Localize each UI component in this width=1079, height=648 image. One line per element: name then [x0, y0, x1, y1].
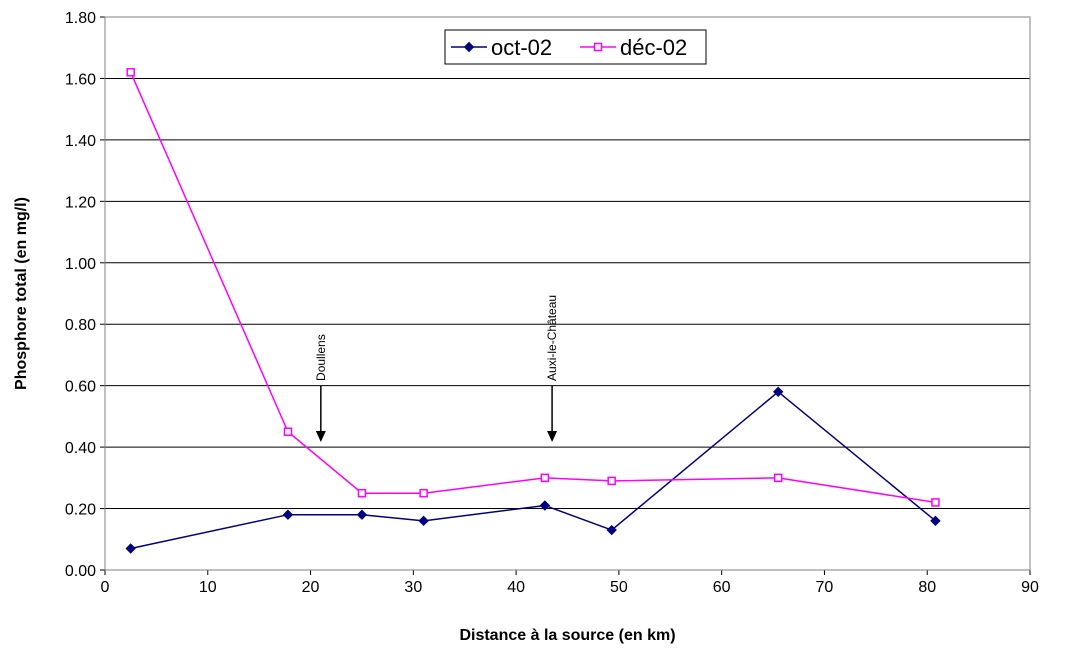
- data-point-square: [540, 473, 550, 483]
- data-point-diamond: [356, 509, 368, 520]
- legend-box: [444, 29, 707, 65]
- data-point-diamond: [539, 500, 551, 511]
- data-point-square: [593, 42, 603, 52]
- y-tick-label: 1.20: [65, 194, 96, 211]
- annotation-label: Doullens: [314, 334, 328, 381]
- x-tick-label: 50: [610, 579, 628, 596]
- data-point-diamond: [418, 515, 429, 527]
- grid-lines: [105, 77, 1030, 510]
- x-axis-title: Distance à la source (en km): [459, 627, 675, 644]
- legend-entry: déc-02: [580, 35, 687, 60]
- data-point-square: [126, 68, 135, 77]
- data-point-square: [419, 488, 428, 498]
- y-tick-label: 0.40: [65, 440, 96, 457]
- x-tick-label: 0: [101, 579, 110, 596]
- x-tick-label: 20: [302, 579, 320, 596]
- x-axis-ticks: 0 10 20 30 40 50 60 70 80 90: [101, 569, 1039, 596]
- y-tick-label: 1.00: [65, 256, 96, 273]
- data-point-diamond: [930, 515, 941, 527]
- annotation: Auxi-le-Château: [545, 295, 559, 442]
- series-line: [130, 71, 936, 504]
- y-axis-ticks: 0.00 0.20 0.40 0.60 0.80 1.00 1.20 1.40 1.60 1.80: [65, 10, 106, 580]
- series-déc-02: [126, 68, 940, 507]
- x-tick-label: 10: [199, 579, 217, 596]
- data-point-square: [773, 473, 783, 483]
- data-point-diamond: [606, 524, 617, 536]
- legend-entry: oct-02: [451, 35, 552, 60]
- annotation-arrow-head: [315, 430, 326, 442]
- data-point-diamond: [772, 386, 784, 398]
- annotation-label: Auxi-le-Château: [545, 295, 559, 381]
- x-tick-label: 90: [1021, 579, 1039, 596]
- annotations: Doullens Auxi-le-Château: [314, 295, 559, 442]
- y-tick-label: 1.60: [65, 71, 96, 88]
- y-axis-title: Phosphore total (en mg/l): [13, 197, 30, 390]
- x-tick-label: 70: [816, 579, 834, 596]
- data-point-diamond: [282, 509, 294, 520]
- annotation-arrow-head: [547, 430, 558, 442]
- series-lines: [125, 68, 941, 554]
- data-point-diamond: [125, 543, 136, 554]
- y-tick-label: 1.80: [65, 10, 96, 27]
- data-point-square: [607, 476, 616, 486]
- plot-area-frame: [104, 16, 1031, 571]
- y-tick-label: 0.20: [65, 502, 96, 519]
- y-tick-label: 1.40: [65, 133, 96, 150]
- data-point-square: [931, 498, 940, 507]
- x-tick-label: 60: [713, 579, 731, 596]
- y-tick-label: 0.60: [65, 379, 96, 396]
- legend-label: oct-02: [491, 35, 552, 60]
- series-line: [130, 390, 936, 550]
- x-tick-label: 40: [507, 579, 525, 596]
- x-tick-label: 30: [404, 579, 422, 596]
- data-point-diamond: [463, 41, 475, 53]
- y-tick-label: 0.00: [65, 563, 96, 580]
- x-tick-label: 80: [918, 579, 936, 596]
- y-tick-label: 0.80: [65, 317, 96, 334]
- legend-label: déc-02: [620, 35, 687, 60]
- data-point-square: [283, 427, 293, 436]
- data-point-square: [357, 488, 367, 498]
- annotation: Doullens: [314, 334, 328, 442]
- series-oct-02: [125, 386, 941, 554]
- legend: oct-02 déc-02: [444, 29, 707, 65]
